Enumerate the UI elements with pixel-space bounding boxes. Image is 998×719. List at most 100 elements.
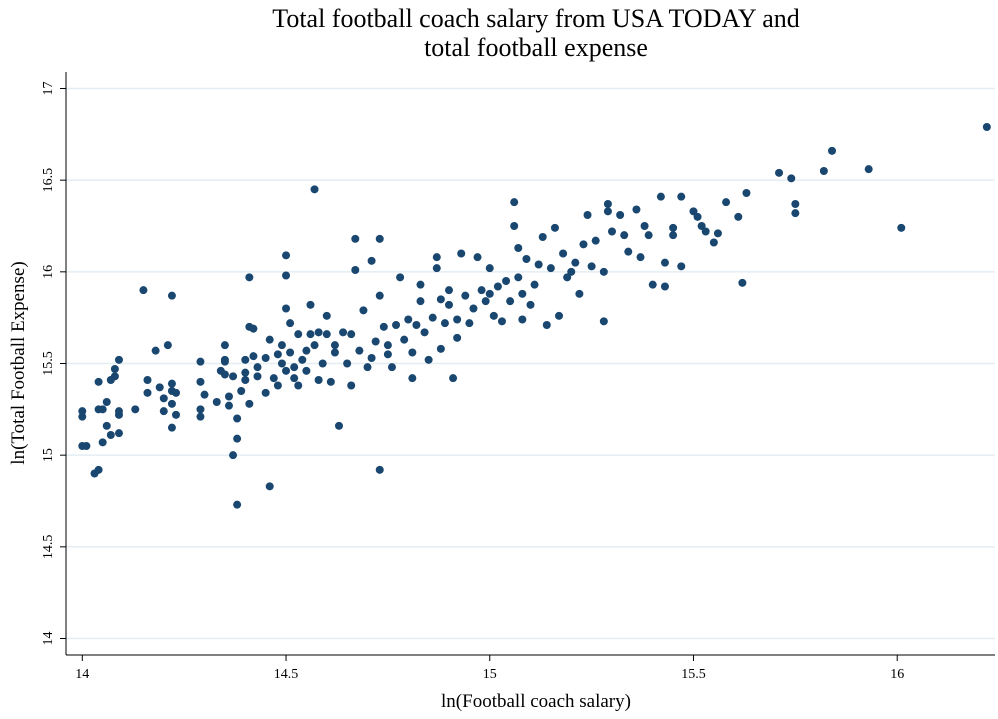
y-tick-label: 15.5 xyxy=(41,351,56,376)
point xyxy=(143,388,152,397)
point xyxy=(489,311,498,320)
point xyxy=(506,297,515,306)
point xyxy=(339,328,348,337)
point xyxy=(302,346,311,355)
point xyxy=(326,377,335,386)
point xyxy=(775,168,784,177)
point xyxy=(660,258,669,267)
point xyxy=(355,346,364,355)
point xyxy=(282,271,291,280)
point xyxy=(375,291,384,300)
point xyxy=(791,200,800,208)
point xyxy=(420,328,429,337)
point xyxy=(408,374,417,383)
point xyxy=(249,352,258,361)
point xyxy=(571,258,580,267)
point xyxy=(510,198,519,207)
point xyxy=(538,233,547,241)
point xyxy=(139,286,148,295)
point xyxy=(416,297,425,306)
point xyxy=(640,222,649,230)
point xyxy=(114,355,123,364)
point xyxy=(583,211,592,219)
y-tick-label: 17 xyxy=(41,82,56,96)
x-tick-label: 14.5 xyxy=(274,667,299,682)
point xyxy=(432,264,441,273)
point xyxy=(253,372,262,381)
point xyxy=(445,300,454,309)
point xyxy=(294,381,303,390)
point xyxy=(347,330,356,339)
point xyxy=(224,392,233,401)
point xyxy=(114,429,123,438)
point xyxy=(131,405,140,414)
point xyxy=(334,421,343,430)
point xyxy=(114,410,123,419)
point xyxy=(432,253,441,262)
point xyxy=(269,374,278,383)
point xyxy=(559,249,568,258)
point xyxy=(864,165,873,174)
point xyxy=(693,212,702,221)
point xyxy=(282,366,291,375)
point xyxy=(245,273,254,282)
point xyxy=(220,370,229,379)
point xyxy=(367,256,376,265)
point xyxy=(375,234,384,243)
point xyxy=(233,500,242,509)
point xyxy=(290,363,299,372)
x-tick-label: 16 xyxy=(890,667,904,682)
point xyxy=(172,388,181,397)
point xyxy=(229,451,238,460)
point xyxy=(502,277,511,285)
point xyxy=(167,291,176,300)
point xyxy=(159,407,168,416)
point xyxy=(485,289,494,298)
point xyxy=(518,289,527,298)
point xyxy=(220,341,229,350)
point xyxy=(310,341,319,350)
point xyxy=(616,211,625,219)
point xyxy=(294,330,303,339)
y-axis-label: ln(Total Football Expense) xyxy=(8,261,29,464)
point xyxy=(522,255,531,263)
point xyxy=(106,431,115,439)
point xyxy=(709,238,718,247)
point xyxy=(306,330,315,339)
point xyxy=(375,465,384,474)
point xyxy=(330,341,339,350)
point xyxy=(396,273,405,282)
point xyxy=(196,377,205,386)
point xyxy=(555,311,564,320)
point xyxy=(828,146,837,155)
point xyxy=(591,236,600,245)
point xyxy=(273,350,282,359)
point xyxy=(82,442,91,450)
point xyxy=(78,407,87,416)
point xyxy=(461,291,470,300)
point xyxy=(477,286,486,295)
chart-title: Total football coach salary from USA TOD… xyxy=(272,4,800,62)
point xyxy=(530,280,539,289)
point xyxy=(603,207,612,216)
point xyxy=(510,222,519,230)
point xyxy=(212,398,221,406)
point xyxy=(567,267,576,276)
point xyxy=(689,207,698,216)
point xyxy=(310,185,319,194)
point xyxy=(286,348,295,357)
point xyxy=(445,286,454,295)
point xyxy=(534,260,543,269)
point xyxy=(400,335,409,344)
point xyxy=(196,412,205,421)
point xyxy=(428,313,437,322)
point xyxy=(343,359,352,368)
point xyxy=(261,388,270,397)
point xyxy=(607,227,616,236)
point xyxy=(787,174,796,183)
point xyxy=(387,363,396,372)
point xyxy=(167,423,176,432)
point xyxy=(424,355,433,364)
point xyxy=(636,253,645,262)
point xyxy=(151,346,160,355)
